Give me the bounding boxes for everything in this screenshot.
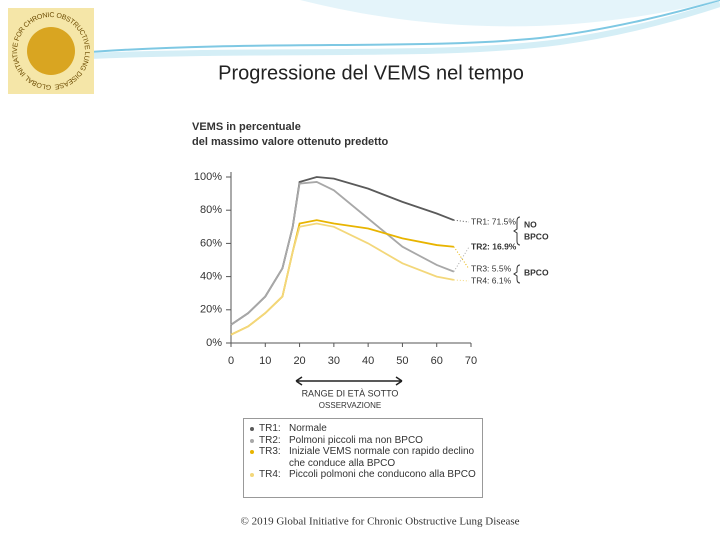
swoosh xyxy=(300,0,720,27)
x-tick-label: 70 xyxy=(465,355,477,367)
series-line xyxy=(230,176,455,326)
legend-entry: TR4: Piccoli polmoni che conducono alla B… xyxy=(250,469,476,481)
y-tick-label: 80% xyxy=(200,204,222,216)
y-axis-title: del massimo valore ottenuto predetto xyxy=(192,136,388,148)
legend-label: Polmoni piccoli ma non BPCO xyxy=(289,434,423,446)
end-label: TR2: 16.9% xyxy=(471,241,517,251)
series-line xyxy=(230,222,455,336)
y-tick-label: 60% xyxy=(200,237,222,249)
legend-entry: TR3: Iniziale VEMS normale con rapido dec… xyxy=(250,446,476,469)
x-tick-label: 10 xyxy=(259,355,271,367)
x-annotation: OSSERVAZIONE xyxy=(319,401,381,410)
group-label: BPCO xyxy=(524,267,549,277)
x-tick-label: 60 xyxy=(431,355,443,367)
leader-line xyxy=(453,246,470,272)
y-tick-label: 40% xyxy=(200,271,222,283)
leader-line xyxy=(453,279,470,282)
leader-line xyxy=(453,219,470,223)
x-tick-label: 40 xyxy=(362,355,374,367)
end-label: TR3: 5.5% xyxy=(471,263,512,273)
legend-code: TR1: xyxy=(259,423,281,434)
range-arrow xyxy=(295,376,403,386)
group-label: NO xyxy=(524,219,537,229)
legend-code: TR3: xyxy=(259,446,281,457)
legend-entry: TR1: Normale xyxy=(250,423,476,435)
y-tick-label: 100% xyxy=(194,171,222,183)
x-tick-label: 0 xyxy=(228,355,234,367)
legend-marker xyxy=(250,438,254,443)
end-label: TR1: 71.5% xyxy=(471,216,516,226)
x-annotation: RANGE DI ETÀ SOTTO xyxy=(302,388,399,398)
legend-marker xyxy=(250,427,254,431)
leader-line xyxy=(453,246,470,270)
series-line xyxy=(230,219,454,336)
group-label: BPCO xyxy=(524,231,549,241)
legend-code: TR4: xyxy=(259,469,281,480)
legend: TR1: Normale TR2: Polmoni piccoli ma non BP… xyxy=(243,418,483,498)
brace xyxy=(513,216,521,284)
series-line xyxy=(230,181,455,326)
footer: © 2019 Global Initiative for Chronic Obs… xyxy=(240,516,519,528)
legend-label: Normale xyxy=(289,423,327,434)
logo-globe xyxy=(27,27,75,75)
slide-title: Progressione del VEMS nel tempo xyxy=(218,62,524,84)
y-axis-title: VEMS in percentuale xyxy=(192,121,301,133)
legend-label: Iniziale VEMS normale con rapido declino… xyxy=(289,446,475,469)
swoosh xyxy=(89,0,720,53)
y-tick-label: 20% xyxy=(200,304,222,316)
legend-marker xyxy=(250,473,254,477)
x-tick-label: 20 xyxy=(293,355,305,367)
legend-label: Piccoli polmoni che conducono alla BPCO xyxy=(289,469,476,480)
x-tick-label: 30 xyxy=(328,355,340,367)
legend-code: TR2: xyxy=(259,434,281,446)
legend-entry: TR2: Polmoni piccoli ma non BPCO xyxy=(250,435,476,447)
swoosh xyxy=(89,1,720,59)
y-tick-label: 0% xyxy=(206,337,222,349)
end-label: TR4: 6.1% xyxy=(471,275,512,285)
legend-marker xyxy=(250,450,254,454)
x-tick-label: 50 xyxy=(396,355,408,367)
